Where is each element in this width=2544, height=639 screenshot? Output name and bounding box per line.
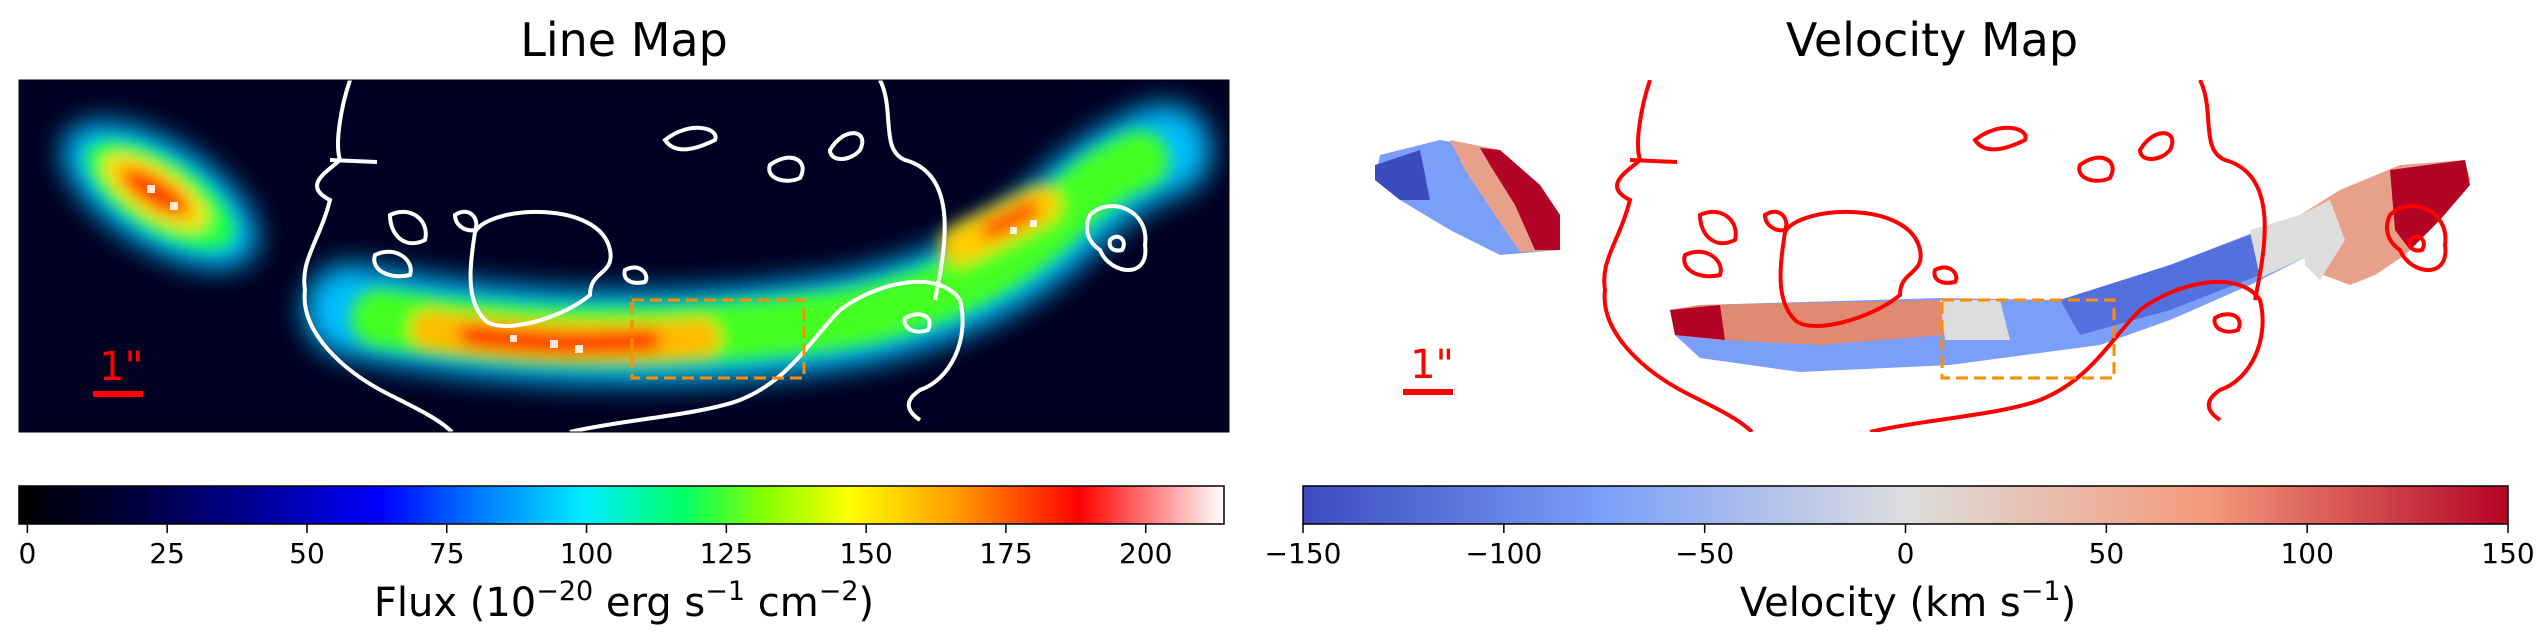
line-map-dashed-box xyxy=(630,298,806,380)
velocity-map-colorbar-label-main: Velocity (km s xyxy=(1740,580,2021,626)
velocity-map-colorbar-tick-label: −150 xyxy=(1265,537,1342,570)
line-map-colorbar-label-mid: erg s xyxy=(593,580,705,626)
line-map-colorbar-tick-label: 150 xyxy=(839,537,892,570)
velocity-map-title: Velocity Map xyxy=(1786,13,2078,67)
line-map-colorbar-label-sup1: −20 xyxy=(536,576,593,607)
line-map-colorbar-tick-label: 100 xyxy=(560,537,613,570)
line-map-contours xyxy=(302,80,1148,432)
velocity-map-colorbar-label-sup1: −1 xyxy=(2021,576,2061,607)
line-map-colorbar-tick-label: 50 xyxy=(289,537,325,570)
line-map-image xyxy=(19,80,1229,432)
line-map-colorbar xyxy=(18,485,1225,525)
velocity-map-image xyxy=(1375,80,2470,432)
velocity-arc xyxy=(1670,215,2310,372)
line-map-title: Line Map xyxy=(520,13,728,67)
velocity-map-colorbar-tick-label: 100 xyxy=(2280,537,2333,570)
line-map-colorbar-label-sup2: −1 xyxy=(705,576,745,607)
line-map-frame xyxy=(18,79,1230,433)
velocity-map-colorbar xyxy=(1302,485,2509,525)
velocity-map-colorbar-tick-label: 50 xyxy=(2089,537,2125,570)
velocity-map-colorbar-tick-label: −100 xyxy=(1465,537,1542,570)
line-map-colorbar-tick-label: 25 xyxy=(149,537,185,570)
velocity-left-blob xyxy=(1375,140,1560,255)
velocity-map-colorbar-label: Velocity (km s−1) xyxy=(1740,576,2076,626)
velocity-map-colorbar-tick-label: 150 xyxy=(2481,537,2534,570)
velocity-map-scale-label: 1" xyxy=(1410,342,1454,388)
velocity-map-colorbar-tick-label: 0 xyxy=(1897,537,1915,570)
line-map-colorbar-tick-label: 75 xyxy=(429,537,465,570)
line-map-colorbar-label-mid2: cm xyxy=(745,580,819,626)
velocity-map-colorbar-ticks: −150 −100 −50 0 50 100 150 xyxy=(1265,524,2535,570)
velocity-map-colorbar-label-end: ) xyxy=(2061,580,2077,626)
line-map-scale-label: 1" xyxy=(99,344,143,390)
line-map-colorbar-label-end: ) xyxy=(859,580,875,626)
line-map-colorbar-label-sup3: −2 xyxy=(819,576,859,607)
line-map-colorbar-tick-label: 0 xyxy=(18,537,36,570)
velocity-right-blob xyxy=(2300,160,2470,285)
line-map-colorbar-ticks: 0 25 50 75 100 125 150 175 200 xyxy=(18,524,1172,570)
line-map-colorbar-label-main: Flux (10 xyxy=(374,580,536,626)
line-map-colorbar-tick-label: 175 xyxy=(979,537,1032,570)
velocity-map-contours xyxy=(1602,80,2448,432)
line-map-colorbar-tick-label: 200 xyxy=(1119,537,1172,570)
line-map-colorbar-label: Flux (10−20 erg s−1 cm−2) xyxy=(374,576,874,626)
velocity-map-colorbar-tick-label: −50 xyxy=(1675,537,1734,570)
line-map-colorbar-tick-label: 125 xyxy=(700,537,753,570)
velocity-map-dashed-box xyxy=(1940,298,2116,380)
